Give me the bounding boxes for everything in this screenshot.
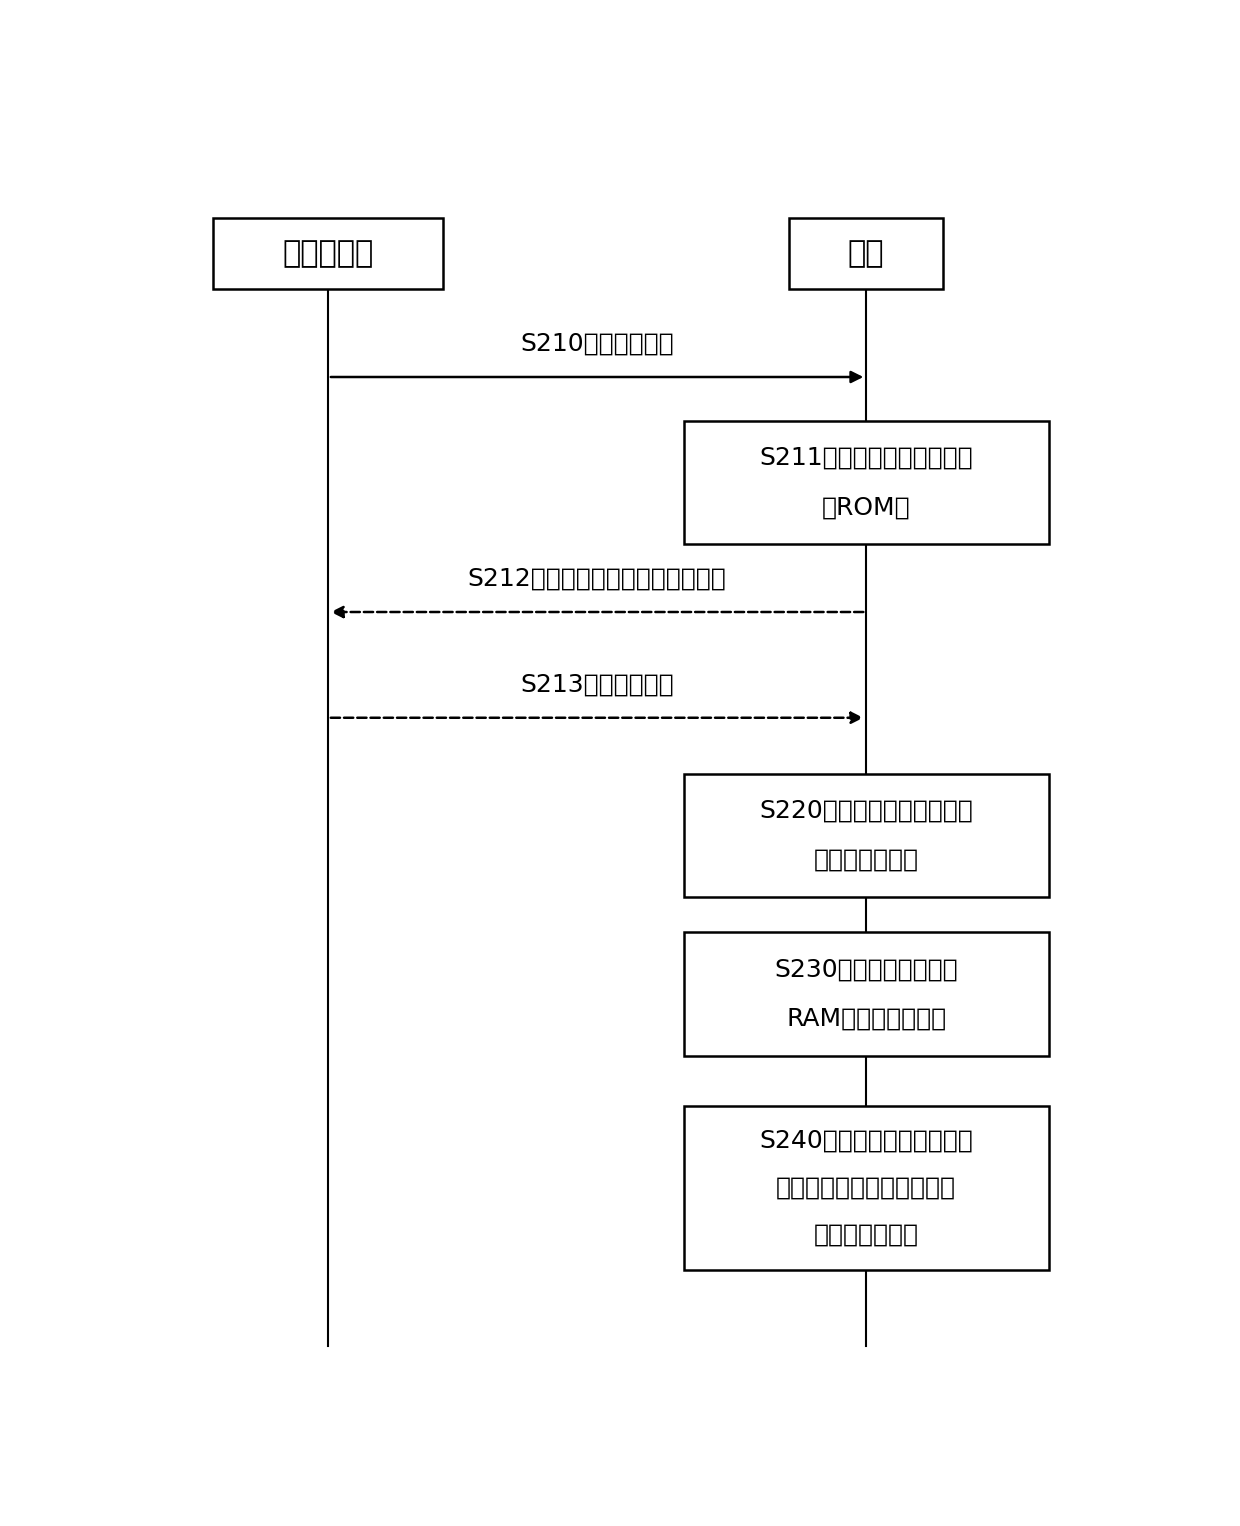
Text: S230，将新固件加载到: S230，将新固件加载到 xyxy=(774,957,959,981)
Bar xyxy=(683,774,1049,897)
Bar xyxy=(683,1105,1049,1270)
Text: S240，恢复现场，并对除业: S240，恢复现场，并对除业 xyxy=(759,1129,973,1152)
Bar xyxy=(683,932,1049,1056)
Text: 的ROM中: 的ROM中 xyxy=(822,496,910,519)
Text: 业务的现场信息: 业务的现场信息 xyxy=(813,848,919,871)
Bar xyxy=(683,421,1049,545)
Text: RAM中，运行新固件: RAM中，运行新固件 xyxy=(786,1007,946,1030)
Text: S212，成功接收新固件的应答消息: S212，成功接收新固件的应答消息 xyxy=(467,566,727,591)
Text: S220，保存网卡当前处理的: S220，保存网卡当前处理的 xyxy=(759,798,973,823)
Text: 主机处理器: 主机处理器 xyxy=(283,240,373,269)
Bar xyxy=(213,218,444,288)
Text: S213，生效新固件: S213，生效新固件 xyxy=(521,673,673,696)
Text: 务逻辑模块之外的其他模块: 务逻辑模块之外的其他模块 xyxy=(776,1175,956,1199)
Text: S211，将新固件存储到网卡: S211，将新固件存储到网卡 xyxy=(759,446,973,470)
Text: S210，下发新固件: S210，下发新固件 xyxy=(521,331,673,356)
Text: 网卡: 网卡 xyxy=(848,240,884,269)
Text: 进行初始化配置: 进行初始化配置 xyxy=(813,1222,919,1247)
Bar xyxy=(789,218,942,288)
